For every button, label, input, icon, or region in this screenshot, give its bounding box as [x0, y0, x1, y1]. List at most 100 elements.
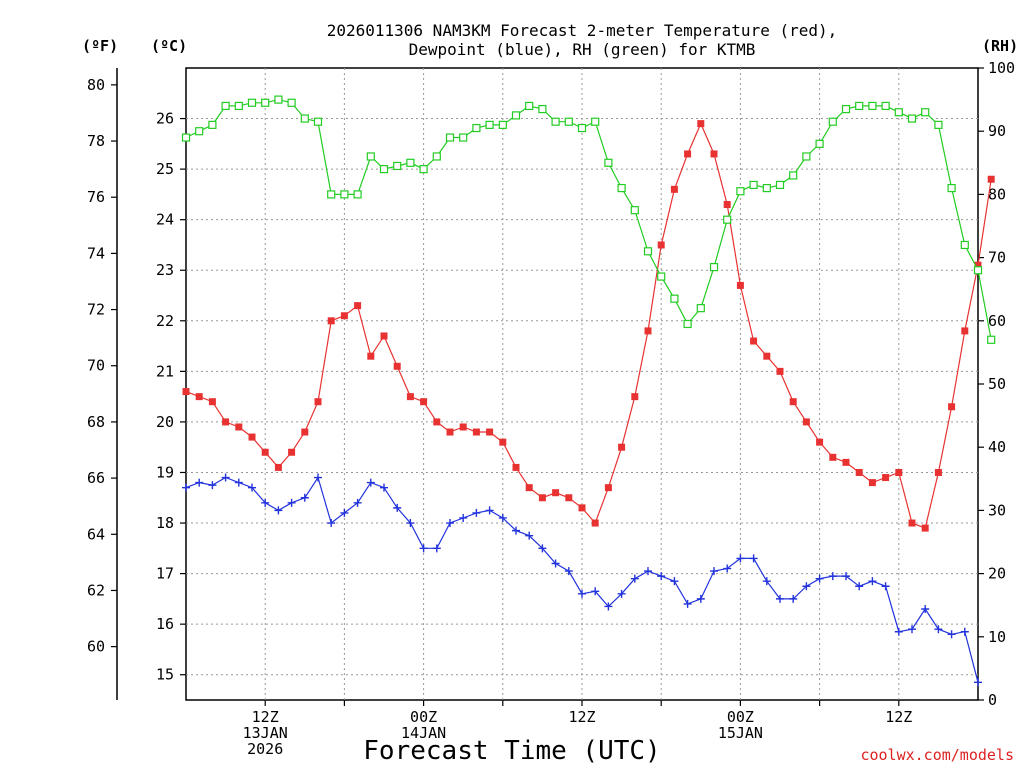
x-axis-label: Forecast Time (UTC)	[363, 736, 660, 766]
fahrenheit-tick-label: 76	[87, 188, 105, 206]
x-tick-label: 15JAN	[718, 724, 763, 742]
temperature-point	[763, 352, 771, 360]
dewpoint-point	[657, 572, 666, 581]
temperature-point	[631, 393, 639, 401]
temperature-point	[472, 428, 480, 436]
celsius-tick-label: 26	[156, 110, 174, 128]
rh-point	[472, 123, 481, 133]
rh-point	[459, 133, 468, 142]
celsius-tick-label: 16	[156, 615, 174, 633]
rh-point	[736, 187, 745, 196]
dewpoint-point	[749, 554, 758, 563]
temperature-point	[921, 524, 929, 532]
rh-point	[393, 161, 402, 171]
dewpoint-point	[828, 572, 837, 581]
x-tick-label: 13JAN	[243, 724, 288, 742]
temperature-point	[446, 428, 454, 436]
dewpoint-point	[525, 531, 534, 540]
dewpoint-point	[604, 602, 613, 611]
rh-tick-label: 90	[988, 122, 1006, 140]
dewpoint-point	[366, 478, 375, 487]
rh-point	[300, 114, 309, 123]
x-tick-label: 12Z	[568, 708, 595, 726]
temperature-point	[604, 484, 612, 492]
dewpoint-point	[234, 478, 243, 487]
series-layer	[181, 95, 996, 687]
temperature-point	[235, 423, 243, 431]
fahrenheit-tick-label: 78	[87, 132, 105, 150]
dewpoint-point	[736, 554, 745, 563]
temperature-point	[882, 474, 890, 482]
temperature-point	[327, 317, 335, 325]
dewpoint-point	[287, 498, 296, 507]
rh-point	[261, 98, 270, 107]
temperature-point	[684, 150, 692, 158]
temperature-point	[406, 393, 414, 401]
celsius-tick-label: 15	[156, 666, 174, 684]
dewpoint-point	[314, 473, 322, 482]
rh-point	[353, 190, 362, 199]
celsius-tick-label: 21	[156, 362, 174, 380]
temperature-point	[248, 433, 256, 441]
temperature-point	[974, 261, 982, 269]
rh-point	[775, 180, 785, 190]
dewpoint-point	[868, 577, 877, 586]
dewpoint-point	[802, 582, 811, 591]
dewpoint-point	[723, 564, 732, 573]
fahrenheit-tick-label: 62	[87, 581, 105, 599]
dewpoint-point	[776, 594, 784, 603]
rh-point	[379, 165, 389, 174]
rh-tick-label: 80	[988, 185, 1006, 203]
dewpoint-point	[208, 481, 217, 490]
temperature-point	[789, 398, 797, 406]
chart-title-line-1: 2026011306 NAM3KM Forecast 2-meter Tempe…	[327, 21, 838, 40]
temperature-point	[710, 150, 718, 158]
dewpoint-point	[353, 498, 362, 507]
dewpoint-point	[512, 526, 520, 535]
rh-point	[868, 101, 877, 111]
temperature-line	[185, 122, 992, 529]
rh-point	[432, 152, 441, 161]
celsius-tick-label: 22	[156, 312, 174, 330]
rh-point	[696, 304, 705, 313]
temperature-point	[868, 479, 876, 487]
temperature-point	[657, 241, 665, 249]
temperature-point	[816, 438, 824, 446]
dewpoint-point	[617, 589, 626, 598]
rh-point	[525, 101, 534, 111]
rh-point	[762, 183, 771, 193]
temperature-point	[961, 327, 969, 335]
rh-point	[709, 262, 719, 272]
dewpoint-point	[340, 508, 349, 517]
temperature-point	[987, 175, 995, 183]
rh-point	[617, 183, 626, 193]
rh-point	[577, 123, 587, 133]
temperature-point	[591, 519, 599, 527]
dewpoint-point	[630, 574, 639, 583]
temperature-point	[736, 281, 744, 289]
temperature-point	[261, 448, 269, 456]
rh-point	[445, 133, 455, 142]
rh-point	[419, 165, 428, 174]
fahrenheit-tick-label: 74	[87, 244, 105, 262]
dewpoint-point	[551, 559, 560, 568]
dewpoint-point	[696, 594, 705, 603]
fahrenheit-tick-label: 72	[87, 301, 105, 319]
rh-tick-label: 50	[988, 375, 1006, 393]
rh-point	[960, 240, 969, 250]
temperature-point	[208, 398, 216, 406]
rh-tick-label: 40	[988, 438, 1006, 456]
fahrenheit-tick-label: 68	[87, 413, 105, 431]
dewpoint-point	[578, 589, 586, 598]
temperature-point	[274, 463, 282, 471]
rh-tick-label: 30	[988, 501, 1006, 519]
dewpoint-point	[921, 604, 930, 613]
rh-point	[485, 120, 494, 129]
dewpoint-point	[182, 483, 190, 492]
rh-point	[313, 117, 323, 126]
temperature-point	[499, 438, 507, 446]
x-tick-label: 12Z	[885, 708, 912, 726]
rh-point	[630, 206, 639, 215]
dewpoint-point	[446, 519, 454, 528]
dewpoint-point	[908, 625, 916, 634]
